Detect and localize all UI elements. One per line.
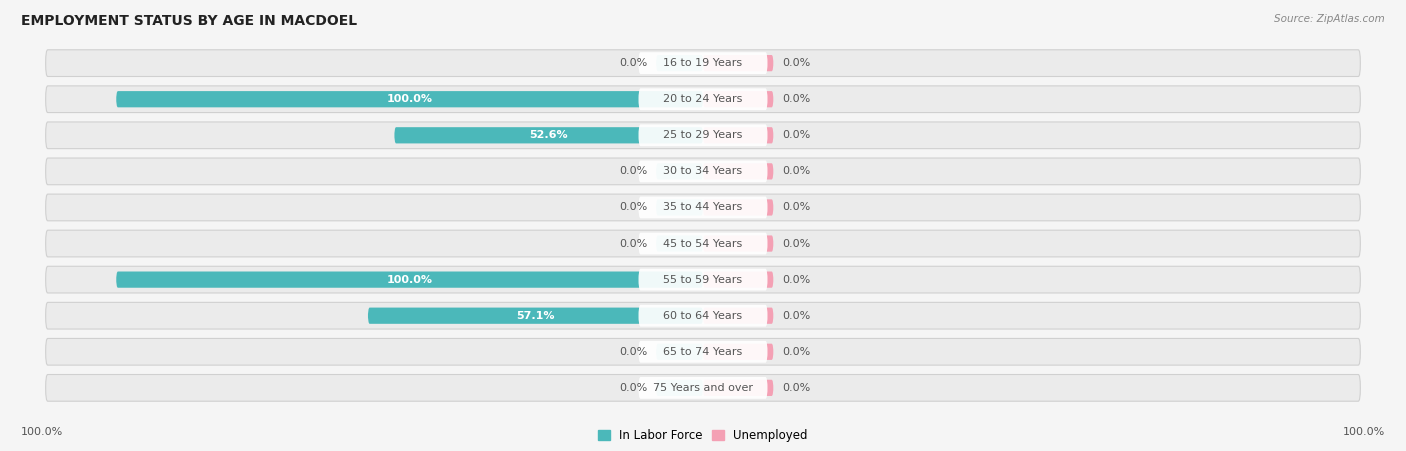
FancyBboxPatch shape: [45, 122, 1361, 149]
Text: 0.0%: 0.0%: [619, 202, 647, 212]
FancyBboxPatch shape: [45, 338, 1361, 365]
Text: 60 to 64 Years: 60 to 64 Years: [664, 311, 742, 321]
FancyBboxPatch shape: [368, 308, 703, 324]
Text: 0.0%: 0.0%: [782, 94, 810, 104]
Legend: In Labor Force, Unemployed: In Labor Force, Unemployed: [593, 424, 813, 447]
FancyBboxPatch shape: [45, 158, 1361, 185]
FancyBboxPatch shape: [45, 230, 1361, 257]
Text: 35 to 44 Years: 35 to 44 Years: [664, 202, 742, 212]
FancyBboxPatch shape: [394, 127, 703, 143]
Text: 0.0%: 0.0%: [782, 239, 810, 249]
Text: 65 to 74 Years: 65 to 74 Years: [664, 347, 742, 357]
FancyBboxPatch shape: [657, 55, 703, 71]
Text: 100.0%: 100.0%: [387, 94, 433, 104]
FancyBboxPatch shape: [45, 302, 1361, 329]
Text: 25 to 29 Years: 25 to 29 Years: [664, 130, 742, 140]
FancyBboxPatch shape: [703, 199, 773, 216]
FancyBboxPatch shape: [638, 341, 768, 363]
Text: 0.0%: 0.0%: [782, 311, 810, 321]
FancyBboxPatch shape: [638, 52, 768, 74]
FancyBboxPatch shape: [703, 55, 773, 71]
Text: 100.0%: 100.0%: [21, 428, 63, 437]
Text: 16 to 19 Years: 16 to 19 Years: [664, 58, 742, 68]
FancyBboxPatch shape: [638, 124, 768, 146]
Text: 0.0%: 0.0%: [619, 347, 647, 357]
FancyBboxPatch shape: [45, 194, 1361, 221]
FancyBboxPatch shape: [117, 91, 703, 107]
Text: 0.0%: 0.0%: [619, 383, 647, 393]
Text: 0.0%: 0.0%: [782, 347, 810, 357]
FancyBboxPatch shape: [638, 161, 768, 182]
FancyBboxPatch shape: [703, 91, 773, 107]
FancyBboxPatch shape: [703, 344, 773, 360]
Text: 20 to 24 Years: 20 to 24 Years: [664, 94, 742, 104]
FancyBboxPatch shape: [657, 380, 703, 396]
FancyBboxPatch shape: [45, 374, 1361, 401]
Text: 0.0%: 0.0%: [619, 239, 647, 249]
FancyBboxPatch shape: [703, 235, 773, 252]
FancyBboxPatch shape: [657, 199, 703, 216]
FancyBboxPatch shape: [703, 163, 773, 179]
FancyBboxPatch shape: [45, 50, 1361, 77]
FancyBboxPatch shape: [703, 127, 773, 143]
FancyBboxPatch shape: [638, 197, 768, 218]
Text: 55 to 59 Years: 55 to 59 Years: [664, 275, 742, 285]
Text: 0.0%: 0.0%: [782, 275, 810, 285]
FancyBboxPatch shape: [638, 269, 768, 290]
FancyBboxPatch shape: [657, 163, 703, 179]
Text: 100.0%: 100.0%: [387, 275, 433, 285]
FancyBboxPatch shape: [657, 344, 703, 360]
Text: 0.0%: 0.0%: [782, 166, 810, 176]
FancyBboxPatch shape: [45, 86, 1361, 113]
FancyBboxPatch shape: [638, 233, 768, 254]
Text: 57.1%: 57.1%: [516, 311, 555, 321]
Text: 100.0%: 100.0%: [1343, 428, 1385, 437]
FancyBboxPatch shape: [703, 308, 773, 324]
FancyBboxPatch shape: [657, 235, 703, 252]
Text: 0.0%: 0.0%: [782, 383, 810, 393]
Text: 45 to 54 Years: 45 to 54 Years: [664, 239, 742, 249]
Text: 0.0%: 0.0%: [619, 58, 647, 68]
Text: EMPLOYMENT STATUS BY AGE IN MACDOEL: EMPLOYMENT STATUS BY AGE IN MACDOEL: [21, 14, 357, 28]
FancyBboxPatch shape: [703, 380, 773, 396]
FancyBboxPatch shape: [45, 266, 1361, 293]
FancyBboxPatch shape: [638, 305, 768, 327]
FancyBboxPatch shape: [117, 272, 703, 288]
Text: 0.0%: 0.0%: [782, 202, 810, 212]
Text: 52.6%: 52.6%: [529, 130, 568, 140]
FancyBboxPatch shape: [638, 88, 768, 110]
Text: 0.0%: 0.0%: [782, 130, 810, 140]
Text: 30 to 34 Years: 30 to 34 Years: [664, 166, 742, 176]
FancyBboxPatch shape: [638, 377, 768, 399]
FancyBboxPatch shape: [703, 272, 773, 288]
Text: 75 Years and over: 75 Years and over: [652, 383, 754, 393]
Text: 0.0%: 0.0%: [619, 166, 647, 176]
Text: 0.0%: 0.0%: [782, 58, 810, 68]
Text: Source: ZipAtlas.com: Source: ZipAtlas.com: [1274, 14, 1385, 23]
